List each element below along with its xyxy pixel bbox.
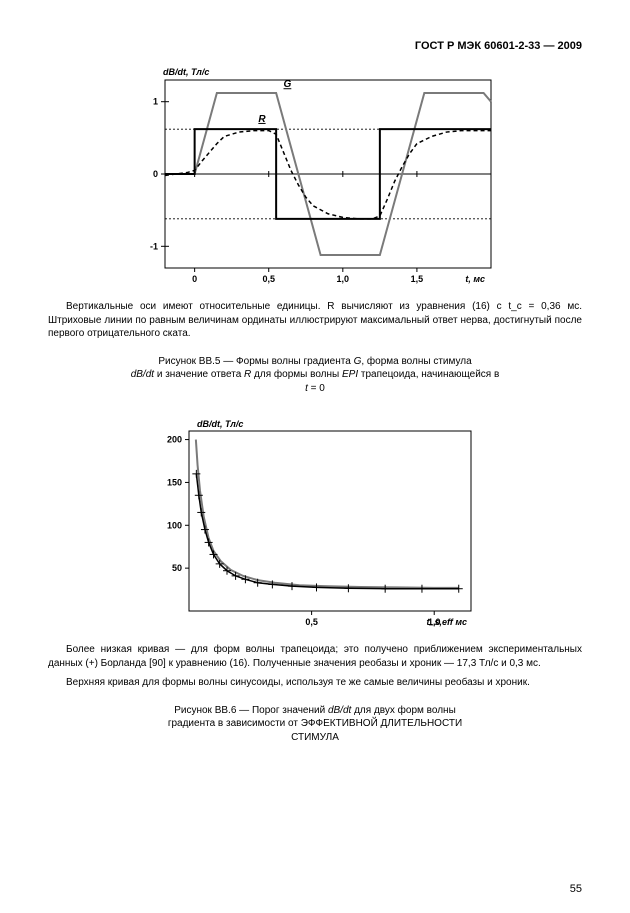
chart1-svg: -1 0 1 0 0,5 1,0 1,5 G RdB/dt, Тл/с t, мс [125, 62, 505, 292]
para-chart1-desc: Вертикальные оси имеют относительные еди… [48, 300, 582, 341]
svg-text:t_s,eff мс: t_s,eff мс [426, 617, 467, 627]
page-number: 55 [570, 883, 582, 895]
figure-bb5-chart: -1 0 1 0 0,5 1,0 1,5 G RdB/dt, Тл/с t, мс [48, 62, 582, 292]
svg-text:t, мс: t, мс [465, 274, 485, 284]
figure-bb6-chart: 501001502000,51,0dB/dt, Тл/сt_s,eff мс [48, 415, 582, 635]
svg-text:dB/dt, Тл/с: dB/dt, Тл/с [197, 419, 243, 429]
page: ГОСТ Р МЭК 60601-2-33 — 2009 -1 0 1 0 0,5 1,0… [0, 0, 630, 913]
svg-text:0,5: 0,5 [305, 617, 318, 627]
svg-text:150: 150 [167, 477, 182, 487]
para-chart2-desc-2: Верхняя кривая для формы волны синусоиды… [48, 676, 582, 690]
svg-text:1: 1 [153, 97, 158, 107]
svg-text:1,0: 1,0 [337, 274, 350, 284]
para-chart2-desc-1: Более низкая кривая — для форм волны тра… [48, 643, 582, 670]
svg-text:G: G [284, 79, 292, 90]
svg-text:R: R [258, 114, 266, 125]
svg-text:0,5: 0,5 [262, 274, 275, 284]
figure-bb6-caption: Рисунок ВВ.6 — Порог значений dB/dt для … [155, 704, 475, 745]
svg-text:50: 50 [172, 563, 182, 573]
svg-text:1,5: 1,5 [411, 274, 424, 284]
svg-text:0: 0 [192, 274, 197, 284]
svg-text:-1: -1 [150, 241, 158, 251]
figure-bb5-caption: Рисунок ВВ.5 — Формы волны градиента G, … [105, 355, 525, 396]
svg-text:dB/dt, Тл/с: dB/dt, Тл/с [163, 67, 209, 77]
svg-text:200: 200 [167, 435, 182, 445]
document-number: ГОСТ Р МЭК 60601-2-33 — 2009 [48, 40, 582, 52]
svg-text:100: 100 [167, 520, 182, 530]
chart2-svg: 501001502000,51,0dB/dt, Тл/сt_s,eff мс [145, 415, 485, 635]
svg-text:0: 0 [153, 169, 158, 179]
